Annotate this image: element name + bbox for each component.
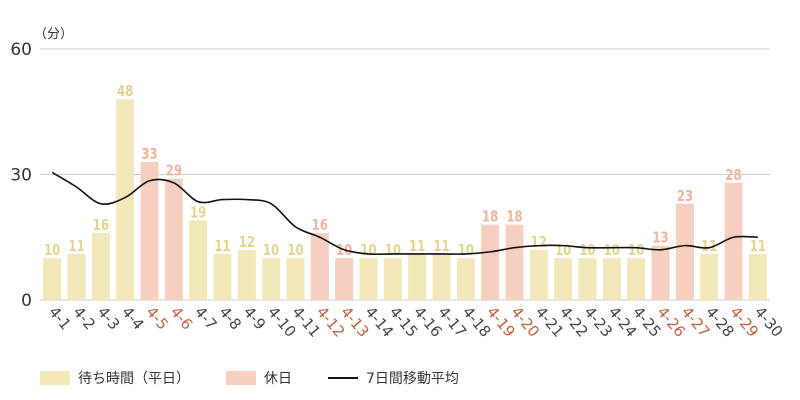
legend: 待ち時間（平日） 休日 7日間移動平均 [40, 366, 495, 390]
x-tick-label: 4-1 [45, 303, 75, 333]
bar [67, 253, 86, 300]
bar [456, 258, 475, 300]
legend-item-holiday: 休日 [226, 368, 292, 388]
y-tick-label: 0 [21, 291, 32, 311]
data-label: 10 [579, 243, 595, 260]
data-label: 18 [482, 209, 498, 226]
data-label: 10 [360, 243, 376, 260]
data-label: 48 [117, 84, 133, 101]
bar [602, 258, 621, 300]
moving-average-line [51, 171, 758, 256]
data-label: 10 [604, 243, 620, 260]
data-label: 16 [93, 218, 109, 235]
bar [505, 224, 524, 300]
bar [91, 233, 110, 300]
bar [140, 161, 159, 300]
bar [237, 249, 256, 300]
data-label: 11 [750, 239, 766, 256]
legend-swatch-weekday [40, 371, 70, 385]
bar [481, 224, 500, 300]
data-label: 19 [190, 205, 206, 222]
bar [43, 258, 62, 300]
legend-label-holiday: 休日 [264, 371, 292, 387]
x-tick-label: 4-4 [118, 303, 148, 333]
x-tick-label: 4-3 [94, 303, 124, 333]
data-label: 11 [68, 239, 84, 256]
x-axis: 4-14-24-34-44-54-64-74-84-94-104-114-124… [45, 303, 786, 341]
y-tick-label: 60 [10, 40, 32, 60]
data-label: 11 [214, 239, 230, 256]
data-labels: 10 11 16 48 33 29 19 11 12 10 10 16 10 10 10 11 11 10 18 18… [44, 84, 766, 260]
data-label: 10 [287, 243, 303, 260]
data-label: 10 [555, 243, 571, 260]
x-tick-label: 4-8 [215, 303, 245, 333]
data-label: 29 [166, 163, 182, 180]
data-label: 10 [336, 243, 352, 260]
x-tick-label: 4-2 [69, 303, 99, 333]
bar [335, 258, 354, 300]
x-tick-label: 4-7 [191, 303, 221, 333]
data-label: 10 [385, 243, 401, 260]
legend-label-moving-average: 7日間移動平均 [366, 371, 459, 387]
data-label: 12 [239, 235, 255, 252]
bar [700, 253, 719, 300]
y-axis: 0 30 60（分） [10, 27, 73, 311]
data-label: 18 [506, 209, 522, 226]
bar [164, 178, 183, 300]
gridlines [40, 48, 770, 301]
bar [675, 203, 694, 300]
data-label: 11 [409, 239, 425, 256]
data-label: 16 [312, 218, 328, 235]
legend-label-weekday: 待ち時間（平日） [78, 371, 190, 387]
data-label: 28 [725, 168, 741, 185]
bar [189, 220, 208, 300]
data-label: 10 [263, 243, 279, 260]
legend-item-weekday: 待ち時間（平日） [40, 368, 190, 388]
bar [383, 258, 402, 300]
bar [651, 245, 670, 300]
legend-swatch-holiday [226, 371, 256, 385]
data-label: 11 [433, 239, 449, 256]
x-tick-label: 4-5 [142, 303, 172, 333]
chart: 10 11 16 48 33 29 19 11 12 10 10 16 10 10 10 11 11 10 18 18… [10, 27, 786, 341]
bar [578, 258, 597, 300]
bar [213, 253, 232, 300]
data-label: 10 [458, 243, 474, 260]
data-label: 12 [531, 235, 547, 252]
bar [724, 182, 743, 300]
y-axis-unit-label: （分） [34, 27, 73, 42]
y-tick-label: 30 [10, 166, 32, 186]
bar [310, 233, 329, 300]
bar [529, 249, 548, 300]
x-tick-label: 4-6 [167, 303, 197, 333]
bar [408, 253, 427, 300]
bar [627, 258, 646, 300]
bar [116, 99, 135, 300]
data-label: 10 [628, 243, 644, 260]
x-tick-label: 4-9 [240, 303, 270, 333]
bars [43, 99, 767, 300]
bar [286, 258, 305, 300]
data-label: 33 [141, 147, 157, 164]
bar [554, 258, 573, 300]
data-label: 10 [44, 243, 60, 260]
bar [432, 253, 451, 300]
data-label: 13 [652, 230, 668, 247]
bar [262, 258, 281, 300]
legend-item-moving-average: 7日間移動平均 [328, 368, 459, 388]
data-label: 23 [677, 189, 693, 206]
legend-swatch-moving-average [328, 377, 358, 379]
bar [748, 253, 767, 300]
bar [359, 258, 378, 300]
